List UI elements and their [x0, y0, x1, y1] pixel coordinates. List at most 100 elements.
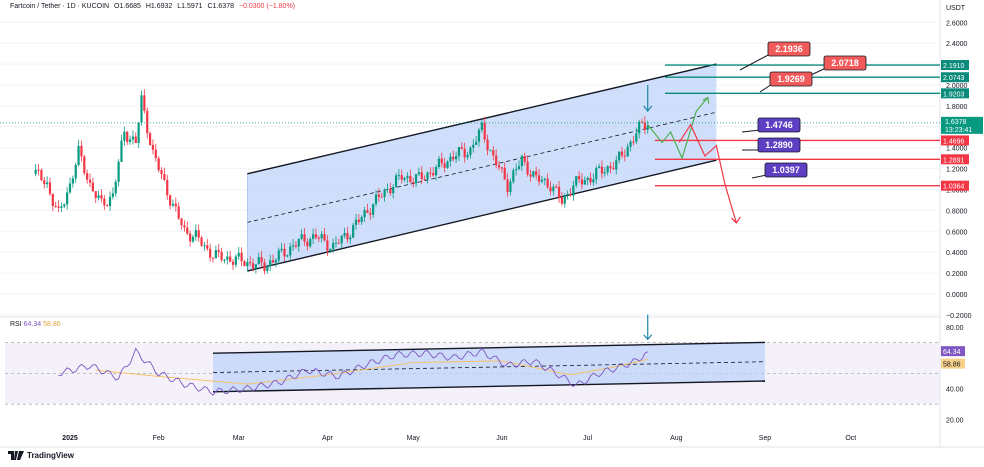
price-tick-label: 2.4000 [946, 41, 968, 48]
level-badge [941, 180, 969, 191]
candle-body [234, 256, 237, 265]
candle-body [48, 182, 52, 194]
candle-body [563, 194, 566, 204]
candle-body [526, 161, 529, 175]
last-price-badge [941, 116, 983, 134]
candle-body [414, 174, 418, 184]
candle-body [412, 182, 415, 184]
candle-body [74, 164, 77, 179]
candle-body [306, 241, 309, 247]
candle-body [120, 140, 123, 162]
price-axis[interactable]: 2.60002.40002.20002.00001.80001.60001.40… [941, 20, 983, 320]
price-tick-label: 1.4000 [946, 146, 968, 153]
candle-body [392, 187, 395, 194]
candle-body [483, 122, 486, 140]
brand-label: TradingView [27, 451, 74, 460]
candle-body [237, 252, 240, 257]
candle-body [472, 144, 475, 148]
candle-body [88, 179, 92, 183]
level-label: 1.0364 [943, 184, 965, 191]
candle-body [635, 133, 638, 142]
time-axis[interactable]: 2025 Feb Mar Apr May Jun Jul Aug Sep Oct [62, 435, 856, 442]
candle-body [475, 141, 478, 145]
candle-body [203, 245, 206, 247]
candle-body [283, 248, 286, 257]
candle-body [546, 178, 549, 188]
level-label: 1.2891 [943, 157, 965, 164]
candle-body [171, 203, 175, 206]
level-badge [941, 72, 969, 83]
candle-body [389, 188, 392, 194]
levels [655, 64, 940, 187]
candle-body [629, 141, 632, 147]
candle-body [409, 175, 412, 183]
candle-body [68, 183, 72, 193]
price-tick-label: 1.8000 [946, 104, 968, 111]
candle-body [217, 250, 220, 252]
rsi-channel-lower [212, 380, 765, 393]
candle-body [71, 178, 74, 184]
rsi-tick-label: 80.00 [946, 325, 964, 332]
projection-down-path [678, 123, 737, 224]
projection-down-arrowhead [730, 216, 741, 224]
candle-body [314, 234, 318, 238]
change-value: −0.0300 (−1.80%) [238, 3, 295, 10]
low-value: L1.5971 [177, 3, 203, 10]
level-label: 1.9203 [943, 91, 965, 98]
candle-body [449, 156, 452, 162]
candle-body [434, 167, 438, 176]
candle-body [460, 147, 463, 149]
candle-body [394, 175, 398, 188]
candle-body [97, 195, 100, 198]
candle-body [497, 165, 501, 168]
callout-label: 2.0718 [831, 58, 859, 68]
price-tick-label: −0.2000 [946, 313, 972, 320]
candle-body [600, 166, 604, 174]
candle-body [626, 146, 629, 157]
callout-label: 2.1936 [775, 44, 803, 54]
candle-body [280, 248, 283, 251]
candle-body [80, 145, 83, 157]
callout-box [764, 162, 808, 178]
candle-body [437, 158, 441, 168]
candle-body [309, 238, 312, 247]
candle-body [417, 172, 421, 175]
price-tick-label: 0.8000 [946, 208, 968, 215]
candle-body [200, 237, 203, 246]
symbol-name[interactable]: Fartcoin / Tether · 1D · KUCOIN [10, 3, 110, 10]
rsi-value-badge [941, 346, 965, 357]
candle-body [123, 131, 126, 141]
candle-body [440, 158, 443, 164]
callout-box [757, 117, 801, 133]
candle-body [469, 147, 472, 156]
rsi-title[interactable]: RSI [10, 321, 22, 328]
candle-body [403, 178, 406, 180]
candle-body [94, 191, 97, 198]
candle-body [552, 186, 555, 192]
price-tick-label: 0.4000 [946, 250, 968, 257]
candle-body [277, 250, 280, 261]
candle-body [148, 133, 152, 146]
high-value: H1.6932 [145, 3, 173, 10]
time-tick-label: Jun [496, 435, 507, 442]
candle-body [108, 196, 112, 206]
candle-body [400, 175, 403, 180]
channel-upper-line [247, 63, 717, 175]
candle-body [297, 238, 300, 247]
tradingview-icon [8, 451, 24, 460]
candle-body [243, 261, 246, 267]
callout-label: 1.4746 [765, 120, 793, 130]
candle-body [274, 260, 278, 263]
candle-body [343, 233, 346, 236]
candle-body [589, 177, 592, 183]
candle-body [377, 194, 380, 197]
level-badge [941, 154, 969, 165]
price-tick-label: 1.0000 [946, 188, 968, 195]
tradingview-logo[interactable]: TradingView [8, 451, 74, 460]
level-label: 2.1910 [943, 63, 965, 70]
rsi-axis[interactable]: 80.00 40.00 20.00 64.34 58.86 [941, 325, 965, 425]
candle-body [54, 205, 57, 207]
candle-body [432, 173, 435, 176]
candle-body [111, 193, 114, 197]
